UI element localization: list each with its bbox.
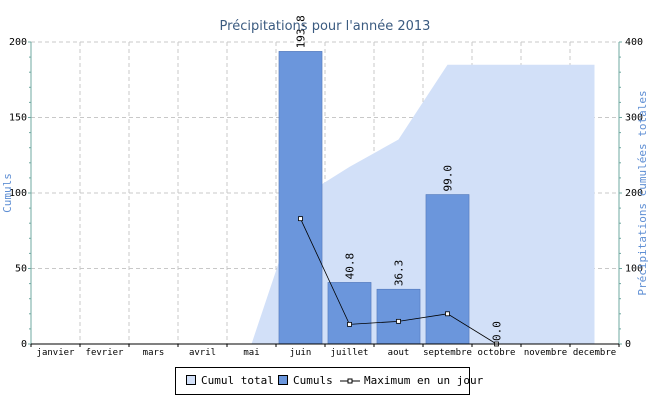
- legend-line-marker-icon: [340, 378, 360, 384]
- bar-juin: [278, 51, 323, 345]
- x-tick-label: mai: [243, 348, 259, 358]
- legend: Cumul total Cumuls Maximum en un jour: [175, 367, 483, 395]
- legend-label: Cumuls: [293, 374, 333, 387]
- point-maximum: [445, 311, 450, 317]
- x-tick-label: juin: [290, 348, 312, 358]
- bar-value-label: 99.0: [442, 165, 455, 192]
- cumul-total-area: [251, 64, 595, 345]
- y-tick-label-right: 100: [625, 264, 643, 275]
- cumuls-bars: [278, 51, 470, 345]
- y-tick-label-right: 400: [625, 37, 643, 48]
- bar-value-label: 36.3: [393, 260, 406, 287]
- legend-label: Cumul total: [201, 374, 274, 387]
- y-axis-label-right: Précipitations cumulées totales: [636, 90, 649, 295]
- point-maximum: [347, 321, 352, 327]
- bar-septembre: [425, 194, 470, 345]
- x-tick-label: septembre: [423, 348, 472, 358]
- bar-aout: [376, 288, 421, 345]
- y-axis-label-left: Cumuls: [1, 173, 14, 213]
- legend-swatch-cumul-total: [186, 375, 196, 385]
- legend-swatch-cumuls: [278, 375, 288, 385]
- x-tick-label: avril: [189, 348, 216, 358]
- y-tick-label-right: 300: [625, 113, 643, 124]
- bar-value-label: 0.0: [491, 321, 504, 341]
- y-tick-label-left: 0: [21, 339, 27, 350]
- point-maximum: [396, 318, 401, 324]
- y-tick-label-right: 0: [625, 339, 631, 350]
- chart-title: Précipitations pour l'année 2013: [220, 19, 431, 34]
- axes: [28, 41, 622, 347]
- x-tick-label: janvier: [37, 348, 76, 358]
- x-tick-label: octobre: [478, 348, 516, 358]
- x-tick-label: fevrier: [86, 348, 125, 358]
- y-tick-label-right: 200: [625, 188, 643, 199]
- bar-value-label: 193.8: [295, 15, 308, 48]
- labels: 193.8 40.8 36.3 99.0 0.0 0 50 100 150 200 0 100 200 3…: [1, 15, 649, 358]
- point-maximum: [298, 216, 303, 222]
- y-tick-label-left: 200: [9, 37, 27, 48]
- bar-value-label: 40.8: [344, 253, 357, 280]
- y-tick-label-left: 150: [9, 113, 27, 124]
- x-tick-label: aout: [388, 348, 410, 358]
- y-tick-label-left: 100: [9, 188, 27, 199]
- x-tick-label: mars: [143, 348, 165, 358]
- y-tick-label-left: 50: [15, 264, 27, 275]
- area-cumul-total: [251, 64, 595, 345]
- x-tick-label: juillet: [331, 348, 369, 358]
- x-tick-label: novembre: [524, 348, 567, 358]
- x-tick-label: decembre: [573, 348, 616, 358]
- legend-label: Maximum en un jour: [364, 374, 484, 387]
